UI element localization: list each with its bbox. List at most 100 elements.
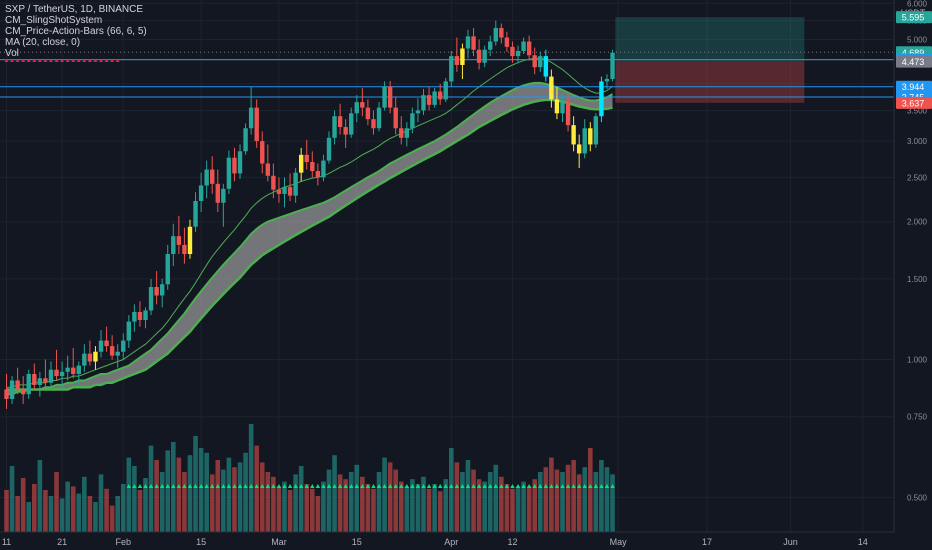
candle-body xyxy=(159,284,165,296)
candle-body xyxy=(426,95,432,105)
candle-body xyxy=(171,236,176,255)
candle-body xyxy=(226,157,232,189)
candle-body xyxy=(404,128,410,138)
candle-body xyxy=(560,102,565,114)
signal-marker-green xyxy=(221,484,226,488)
volume-bar xyxy=(482,481,487,532)
candle-body xyxy=(421,95,426,111)
volume-bar xyxy=(315,496,321,532)
candle-body xyxy=(20,389,26,395)
candle-body xyxy=(248,107,254,129)
volume-bar xyxy=(582,467,588,532)
signal-marker-green xyxy=(265,484,271,488)
signal-marker-green xyxy=(543,484,549,488)
signal-marker-green xyxy=(565,484,571,488)
volume-bar xyxy=(499,476,504,532)
indicator-volume[interactable]: Vol xyxy=(5,48,19,59)
loss-zone xyxy=(615,61,805,103)
volume-bar xyxy=(259,462,265,532)
x-tick-label: 21 xyxy=(57,537,67,547)
candle-body xyxy=(554,99,560,114)
signal-marker-green xyxy=(471,484,476,488)
signal-marker-green xyxy=(538,484,543,488)
signal-marker-green xyxy=(298,484,304,488)
signal-marker-green xyxy=(554,484,560,488)
volume-bar xyxy=(393,469,398,532)
volume-bar xyxy=(26,502,32,532)
volume-bar xyxy=(454,462,460,532)
signal-marker-red xyxy=(104,59,109,62)
signal-marker-red xyxy=(32,59,37,62)
volume-bar xyxy=(537,472,543,532)
y-tick-label: 6.000 xyxy=(907,0,928,8)
candle-body xyxy=(104,340,109,347)
symbol-title[interactable]: SXP / TetherUS, 1D, BINANCE xyxy=(5,4,144,15)
candle-body xyxy=(326,137,332,161)
signal-marker-green xyxy=(404,484,410,488)
volume-bar xyxy=(348,472,354,532)
candle-body xyxy=(604,78,610,82)
signal-marker-green xyxy=(343,484,348,488)
candle-body xyxy=(9,380,15,399)
candle-body xyxy=(393,107,398,129)
candle-body xyxy=(65,367,70,372)
volume-bar xyxy=(120,484,126,532)
signal-marker-green xyxy=(304,484,309,488)
ema-fast-line xyxy=(6,81,614,396)
signal-marker-green xyxy=(499,484,504,488)
volume-bar xyxy=(510,488,515,532)
volume-bar xyxy=(20,478,26,532)
volume-bar xyxy=(332,455,337,532)
signal-marker-green xyxy=(415,484,421,488)
signal-marker-red xyxy=(21,59,26,62)
signal-marker-green xyxy=(365,484,371,488)
volume-bar xyxy=(193,436,198,532)
y-tick-label: 2.000 xyxy=(907,218,928,227)
signal-marker-green xyxy=(476,484,482,488)
x-tick-label: 11 xyxy=(2,537,11,547)
candle-body xyxy=(265,163,271,176)
signal-marker-green xyxy=(287,484,293,488)
volume-bar xyxy=(504,484,510,532)
volume-bar xyxy=(137,490,143,532)
signal-marker-green xyxy=(482,484,487,488)
candle-body xyxy=(115,351,120,356)
volume-bar xyxy=(560,472,565,532)
volume-bar xyxy=(232,467,237,532)
signal-marker-green xyxy=(226,484,232,488)
volume-bar xyxy=(354,464,360,532)
signal-marker-green xyxy=(493,484,498,488)
indicator-slingshot[interactable]: CM_SlingShotSystem xyxy=(5,15,103,26)
signal-marker-green xyxy=(237,484,243,488)
indicator-ma[interactable]: MA (20, close, 0) xyxy=(5,37,81,48)
signal-marker-green xyxy=(154,484,159,488)
signal-marker-green xyxy=(293,484,298,488)
volume-bar xyxy=(70,486,76,532)
signal-marker-green xyxy=(232,484,237,488)
y-tick-label: 0.500 xyxy=(907,493,928,502)
signal-marker-green xyxy=(510,484,515,488)
volume-bar xyxy=(209,474,215,532)
signal-marker-red xyxy=(71,59,76,62)
signal-marker-green xyxy=(532,484,537,488)
price-label: 4.473 xyxy=(902,57,925,67)
signal-marker-green xyxy=(271,484,276,488)
volume-bar xyxy=(37,460,43,532)
candle-body xyxy=(526,41,532,56)
indicator-price-action-bars[interactable]: CM_Price-Action-Bars (66, 6, 5) xyxy=(5,26,147,37)
candle-body xyxy=(315,171,321,178)
x-tick-label: Feb xyxy=(116,537,132,547)
candle-body xyxy=(593,116,599,145)
volume-bar xyxy=(599,460,604,532)
candle-body xyxy=(337,116,343,128)
signal-marker-green xyxy=(332,484,337,488)
price-label: 3.944 xyxy=(902,82,925,92)
volume-bar xyxy=(237,462,243,532)
volume-bar xyxy=(437,491,443,532)
volume-bar xyxy=(104,488,109,532)
volume-bar xyxy=(59,498,65,532)
volume-bar xyxy=(276,486,282,532)
candle-body xyxy=(143,310,148,320)
